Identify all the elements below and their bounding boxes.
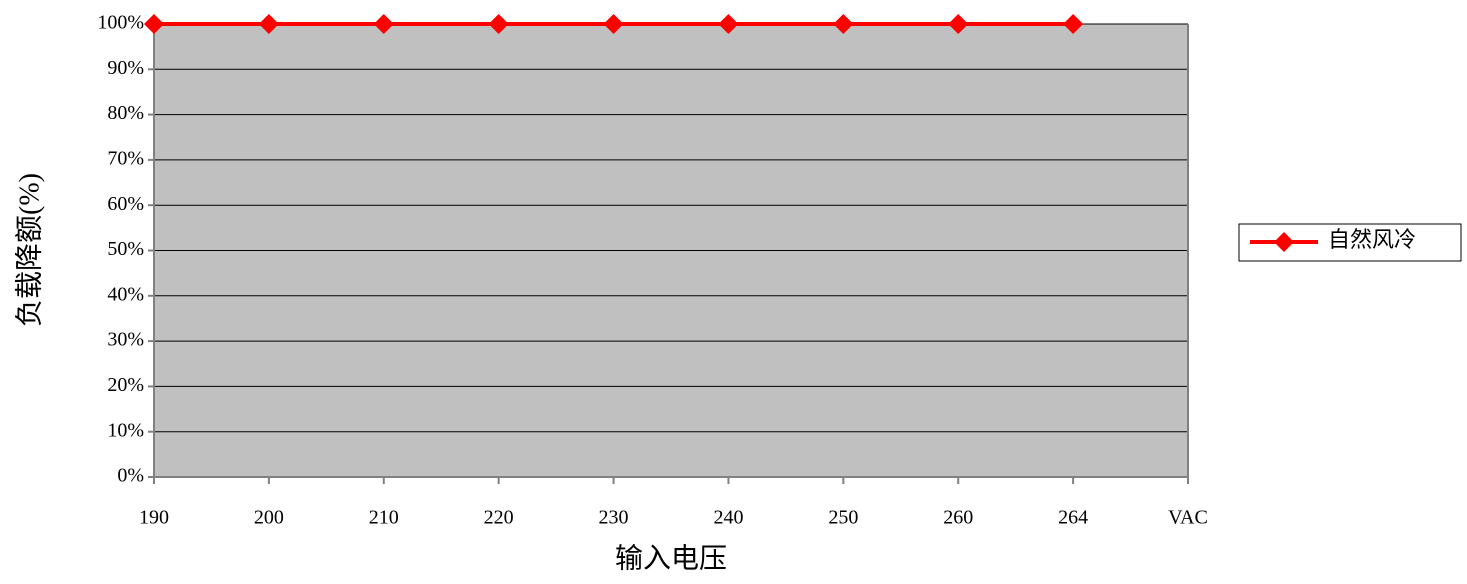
x-tick-label: 200 [254, 507, 284, 529]
y-tick-label: 90% [107, 57, 144, 79]
y-tick-label: 100% [97, 12, 144, 34]
point-marker [144, 14, 164, 34]
x-tick-label: 250 [828, 507, 858, 529]
x-tick-label: 260 [943, 507, 973, 529]
point-marker [718, 14, 739, 34]
y-tick-label: 10% [107, 419, 144, 441]
y-tick-label: 0% [117, 465, 144, 487]
y-tick-label: 80% [107, 102, 144, 124]
x-tick-label: 210 [369, 507, 399, 529]
x-tick-label: 240 [713, 507, 743, 529]
x-tick-label: 220 [484, 507, 514, 529]
y-tick-label: 50% [107, 238, 144, 260]
y-tick-label: 70% [107, 147, 144, 169]
legend-label: 自然风冷 [1328, 227, 1416, 252]
point-marker [948, 14, 969, 34]
y-tick-label: 30% [107, 329, 144, 351]
x-tick-label: 264 [1058, 507, 1088, 529]
point-marker [603, 14, 624, 34]
x-tick-label: 190 [139, 507, 169, 529]
x-tick-label: 230 [599, 507, 629, 529]
x-tick-label: VAC [1168, 507, 1208, 529]
point-marker [488, 14, 509, 34]
legend-marker [1274, 232, 1294, 252]
point-marker [1063, 14, 1084, 34]
y-tick-label: 60% [107, 193, 144, 215]
y-tick-label: 40% [107, 283, 144, 305]
point-marker [833, 14, 854, 34]
y-tick-label: 20% [107, 374, 144, 396]
x-axis-title: 输入电压 [615, 542, 727, 574]
point-marker [373, 14, 394, 34]
y-axis-title: 负载降额(%) [13, 173, 45, 327]
point-marker [258, 14, 279, 34]
